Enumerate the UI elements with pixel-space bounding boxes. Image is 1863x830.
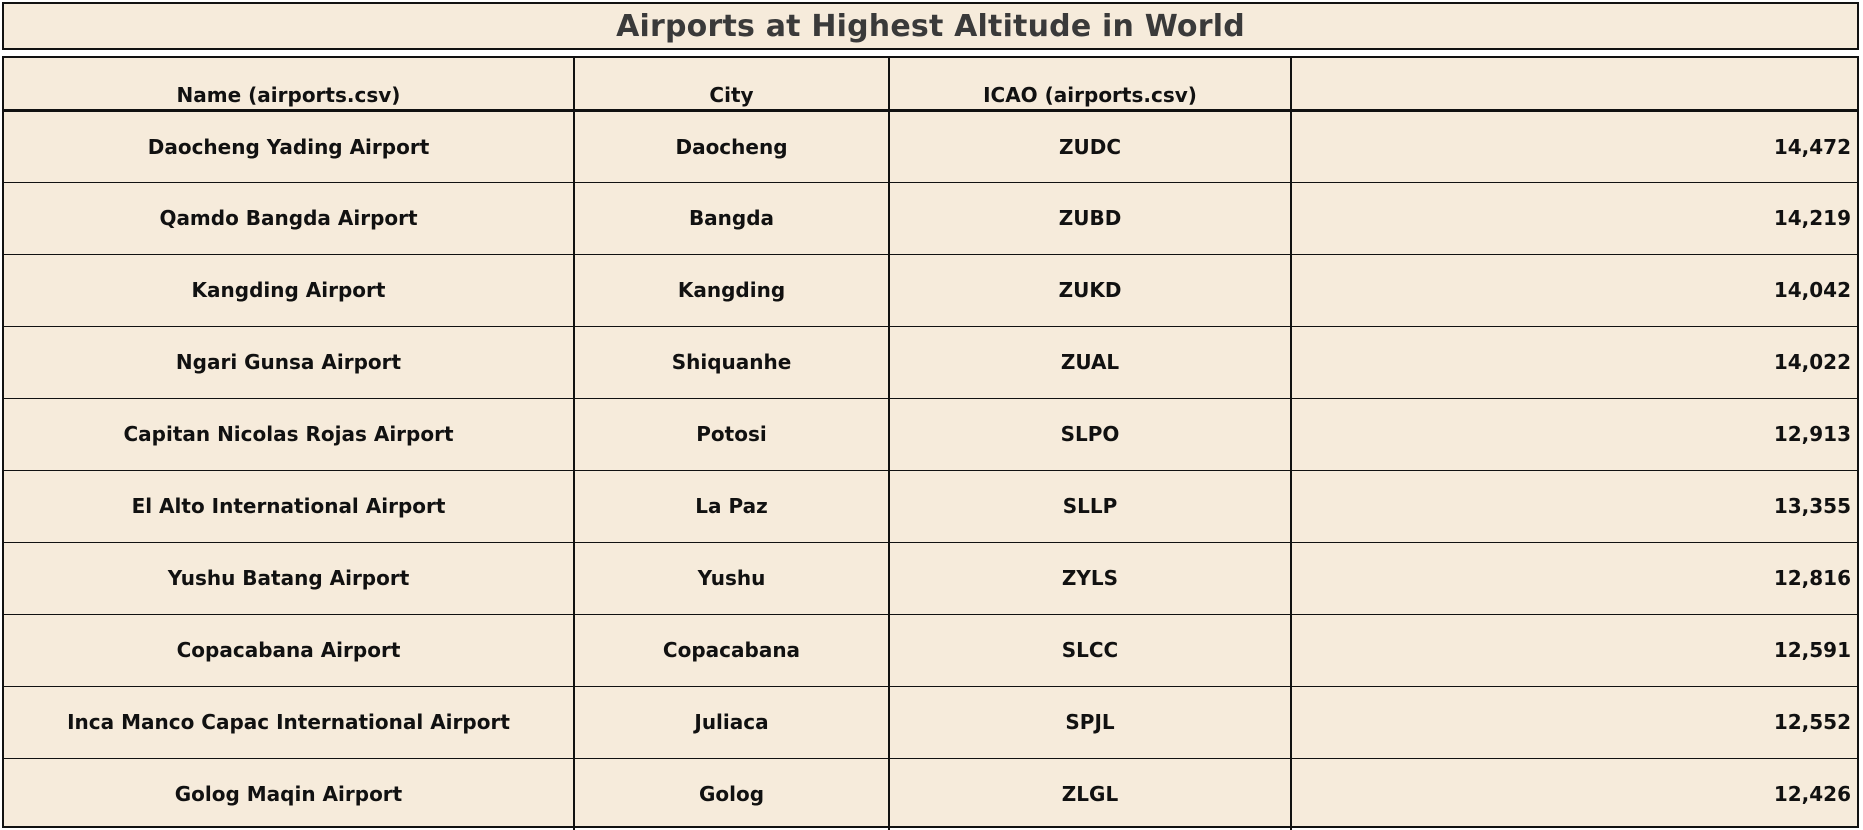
airport-name-cell: Yushu Batang Airport	[4, 542, 575, 615]
city-cell: Kangding	[574, 254, 890, 327]
airports-table: Name (airports.csv) City ICAO (airports.…	[4, 58, 1857, 830]
altitude-cell: 14,022	[1291, 326, 1857, 399]
table-row[interactable]: Qamdo Bangda Airport Bangda ZUBD 14,219	[4, 182, 1857, 255]
icao-cell: SLCC	[889, 614, 1292, 687]
icao-cell: SLPO	[889, 398, 1292, 471]
city-cell: Copacabana	[574, 614, 890, 687]
column-header-name[interactable]: Name (airports.csv)	[4, 58, 575, 112]
altitude-cell: 12,591	[1291, 614, 1857, 687]
icao-cell: ZUBD	[889, 182, 1292, 255]
icao-cell: ZYLS	[889, 542, 1292, 615]
altitude-cell: 14,472	[1291, 110, 1857, 183]
altitude-cell: 12,552	[1291, 686, 1857, 759]
airport-name-cell: El Alto International Airport	[4, 470, 575, 543]
icao-cell: ZUDC	[889, 110, 1292, 183]
airport-name-cell: Qamdo Bangda Airport	[4, 182, 575, 255]
icao-cell: ZLGL	[889, 758, 1292, 830]
table-row[interactable]: Copacabana Airport Copacabana SLCC 12,591	[4, 614, 1857, 687]
table-row[interactable]: Kangding Airport Kangding ZUKD 14,042	[4, 254, 1857, 327]
city-cell: La Paz	[574, 470, 890, 543]
airport-name-cell: Golog Maqin Airport	[4, 758, 575, 830]
airport-name-cell: Kangding Airport	[4, 254, 575, 327]
city-cell: Yushu	[574, 542, 890, 615]
city-cell: Juliaca	[574, 686, 890, 759]
icao-cell: SLLP	[889, 470, 1292, 543]
table-row[interactable]: El Alto International Airport La Paz SLLP 1…	[4, 470, 1857, 543]
table-row[interactable]: Daocheng Yading Airport Daocheng ZUDC 14,47…	[4, 110, 1857, 183]
data-table-container: Name (airports.csv) City ICAO (airports.…	[2, 56, 1859, 830]
city-cell: Golog	[574, 758, 890, 830]
table-row[interactable]: Yushu Batang Airport Yushu ZYLS 12,816	[4, 542, 1857, 615]
icao-cell: ZUKD	[889, 254, 1292, 327]
chart-title: Airports at Highest Altitude in World	[616, 8, 1245, 44]
table-body: Daocheng Yading Airport Daocheng ZUDC 14,47…	[4, 110, 1857, 830]
icao-cell: ZUAL	[889, 326, 1292, 399]
airport-name-cell: Inca Manco Capac International Airport	[4, 686, 575, 759]
column-header-altitude[interactable]	[1291, 58, 1857, 112]
altitude-cell: 12,426	[1773, 782, 1851, 807]
altitude-cell: 12,913	[1291, 398, 1857, 471]
city-cell: Potosi	[574, 398, 890, 471]
airport-name-cell: Capitan Nicolas Rojas Airport	[4, 398, 575, 471]
column-header-city[interactable]: City	[574, 58, 890, 112]
altitude-cell: 14,042	[1291, 254, 1857, 327]
column-header-icao[interactable]: ICAO (airports.csv)	[889, 58, 1292, 112]
table-row[interactable]: Inca Manco Capac International Airport Ju…	[4, 686, 1857, 759]
title-box: Airports at Highest Altitude in World	[2, 2, 1859, 50]
icao-cell: SPJL	[889, 686, 1292, 759]
city-cell: Bangda	[574, 182, 890, 255]
city-cell: Daocheng	[574, 110, 890, 183]
altitude-cell: 13,355	[1291, 470, 1857, 543]
header-row: Name (airports.csv) City ICAO (airports.…	[4, 58, 1857, 112]
altitude-cell: 12,816	[1291, 542, 1857, 615]
table-row[interactable]: Capitan Nicolas Rojas Airport Potosi SLPO 1…	[4, 398, 1857, 471]
airport-name-cell: Copacabana Airport	[4, 614, 575, 687]
airport-name-cell: Daocheng Yading Airport	[4, 110, 575, 183]
city-cell: Shiquanhe	[574, 326, 890, 399]
altitude-cell: 14,219	[1291, 182, 1857, 255]
airport-name-cell: Ngari Gunsa Airport	[4, 326, 575, 399]
table-row[interactable]: Ngari Gunsa Airport Shiquanhe ZUAL 14,022	[4, 326, 1857, 399]
table-row[interactable]: Golog Maqin Airport Golog ZLGL 12,426	[4, 758, 1857, 830]
